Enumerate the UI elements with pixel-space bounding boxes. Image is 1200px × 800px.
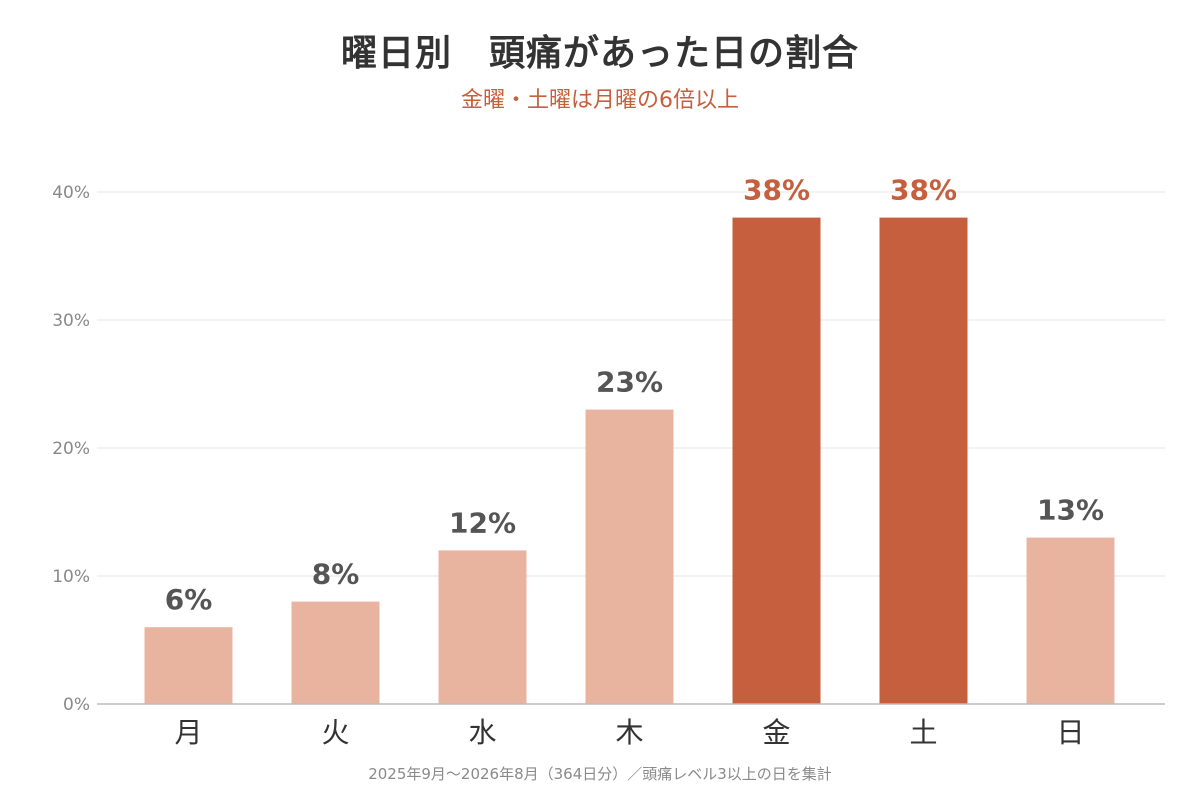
x-axis-ticks: 月火水木金土日: [174, 716, 1084, 749]
y-tick-label: 0%: [63, 695, 90, 715]
bar: [1026, 537, 1115, 704]
x-tick-label: 金: [762, 716, 790, 749]
bar-value-label: 13%: [1037, 494, 1104, 527]
data-labels: 6% 8% 12% 23% 38% 38% 13%: [165, 174, 1104, 617]
bar-value-label: 8%: [312, 558, 360, 591]
bar: [291, 601, 380, 704]
bar-value-label: 6%: [165, 583, 213, 616]
y-axis-ticks: 0% 10% 20% 30% 40%: [52, 183, 90, 715]
bar: [585, 409, 674, 704]
bar: [438, 550, 527, 704]
bar: [879, 217, 968, 704]
bars: [144, 217, 1115, 704]
x-tick-label: 土: [909, 716, 937, 749]
x-tick-label: 月: [174, 716, 202, 749]
x-tick-label: 火: [321, 716, 349, 749]
gridlines: [97, 191, 1165, 577]
bar: [732, 217, 821, 704]
x-tick-label: 水: [468, 716, 496, 749]
bar-value-label: 38%: [890, 174, 957, 207]
x-tick-label: 日: [1056, 716, 1084, 749]
chart-subtitle: 金曜・土曜は月曜の6倍以上: [461, 88, 739, 113]
y-tick-label: 40%: [52, 183, 90, 203]
bar-value-label: 38%: [743, 174, 810, 207]
bar: [144, 627, 233, 704]
y-tick-label: 30%: [52, 311, 90, 331]
bar-value-label: 23%: [596, 366, 663, 399]
x-tick-label: 木: [615, 716, 643, 749]
y-tick-label: 10%: [52, 567, 90, 587]
chart-footnote: 2025年9月〜2026年8月（364日分）／頭痛レベル3以上の日を集計: [368, 765, 832, 783]
y-tick-label: 20%: [52, 439, 90, 459]
bar-value-label: 12%: [449, 506, 516, 539]
chart-title: 曜日別 頭痛があった日の割合: [340, 33, 859, 74]
